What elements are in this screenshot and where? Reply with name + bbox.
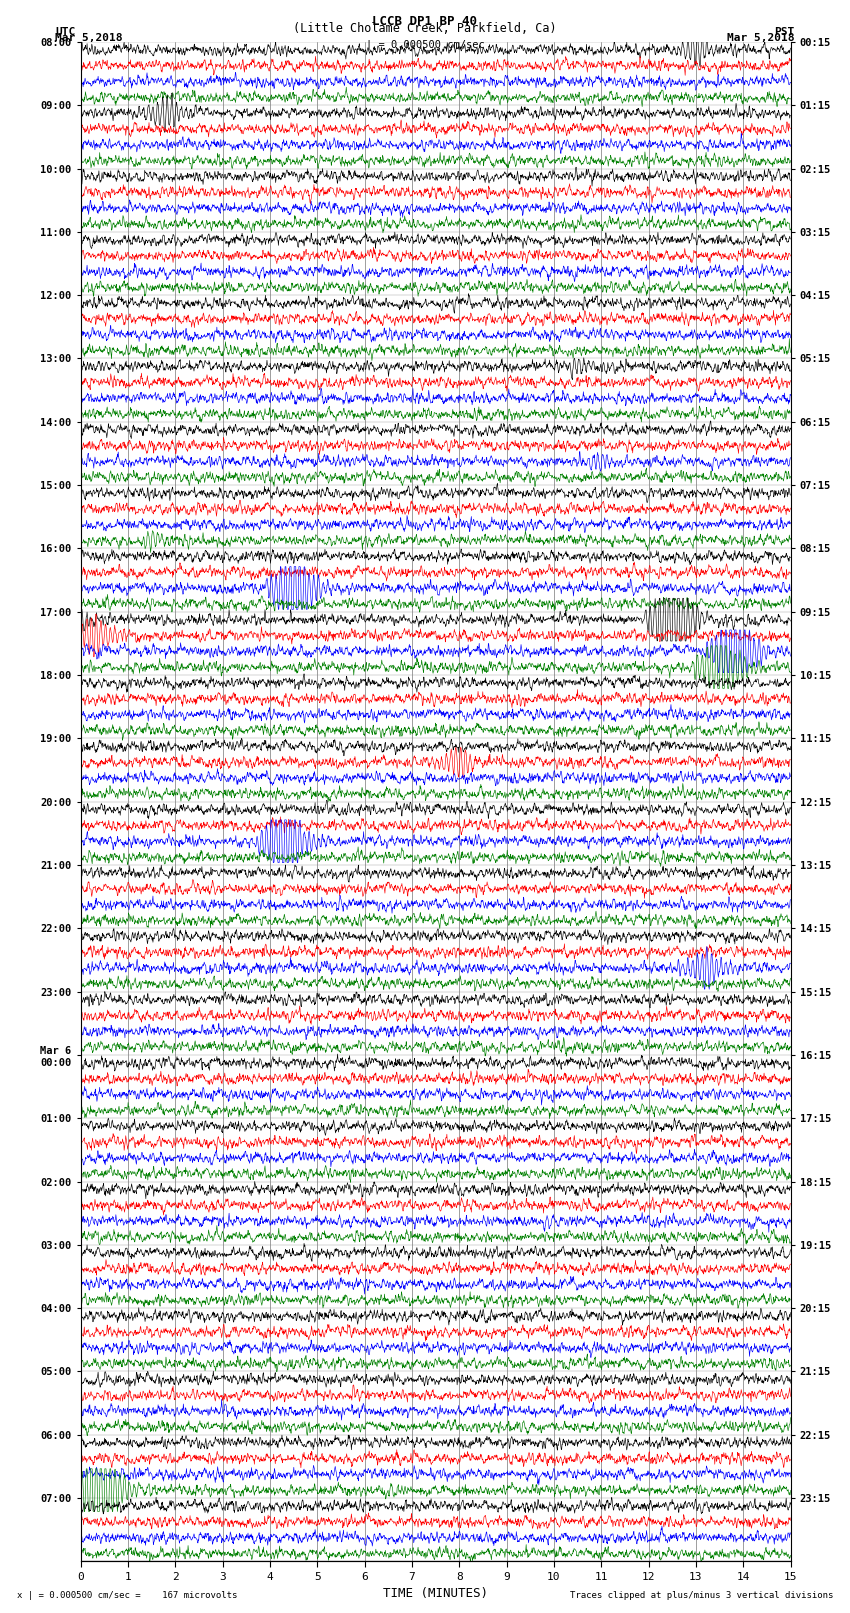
Text: (Little Cholame Creek, Parkfield, Ca): (Little Cholame Creek, Parkfield, Ca) <box>293 23 557 35</box>
Text: x | = 0.000500 cm/sec =    167 microvolts: x | = 0.000500 cm/sec = 167 microvolts <box>17 1590 237 1600</box>
Text: Mar 5,2018: Mar 5,2018 <box>728 32 795 44</box>
Text: Mar 5,2018: Mar 5,2018 <box>55 32 122 44</box>
X-axis label: TIME (MINUTES): TIME (MINUTES) <box>383 1587 488 1600</box>
Text: UTC: UTC <box>55 26 76 37</box>
Text: Traces clipped at plus/minus 3 vertical divisions: Traces clipped at plus/minus 3 vertical … <box>570 1590 833 1600</box>
Text: LCCB DP1 BP 40: LCCB DP1 BP 40 <box>372 16 478 29</box>
Text: PST: PST <box>774 26 795 37</box>
Text: | = 0.000500 cm/sec: | = 0.000500 cm/sec <box>366 39 484 50</box>
